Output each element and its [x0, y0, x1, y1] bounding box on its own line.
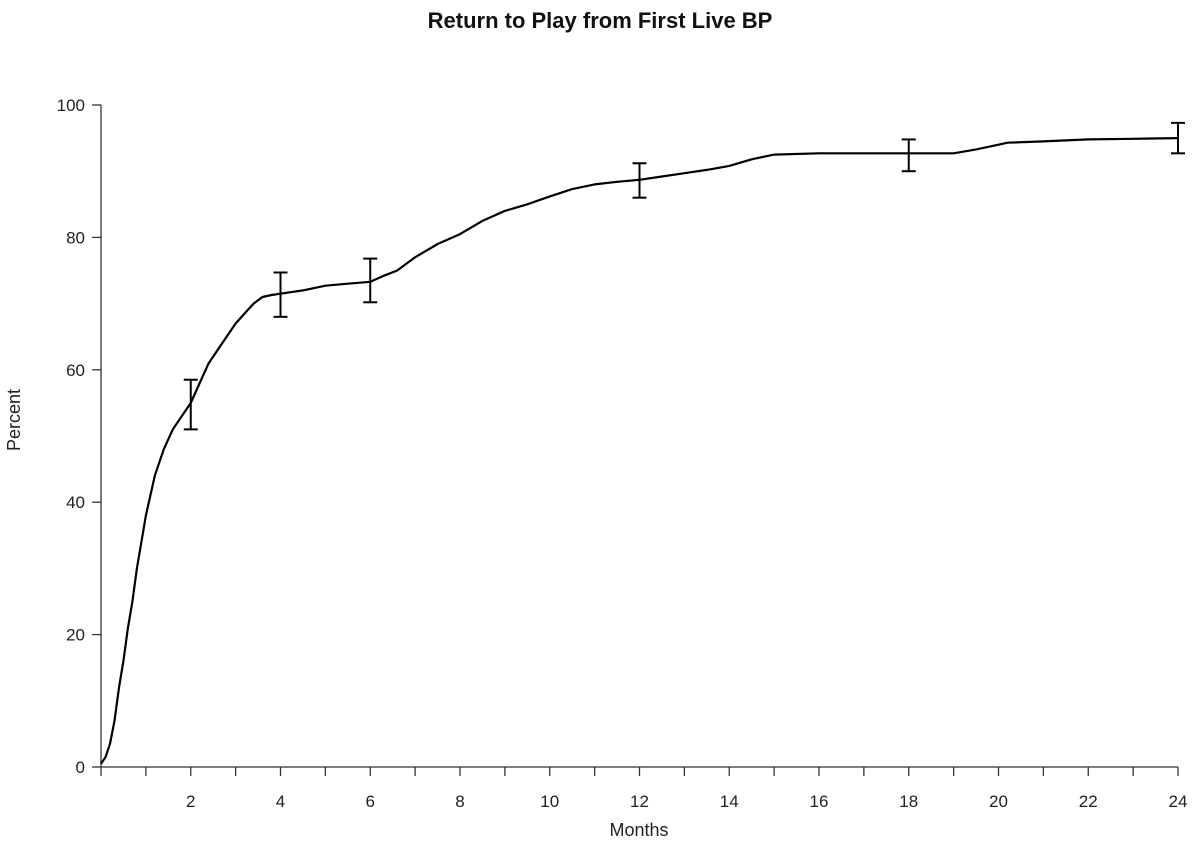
x-tick-label: 8: [455, 792, 464, 811]
series-line: [100, 137, 1179, 765]
y-tick-label: 20: [66, 626, 85, 645]
x-tick-label: 16: [810, 792, 829, 811]
y-tick-label: 100: [57, 96, 85, 115]
error-bar: [632, 162, 647, 199]
y-tick-label: 0: [76, 758, 85, 777]
x-tick-label: 12: [630, 792, 649, 811]
x-tick-label: 18: [899, 792, 918, 811]
x-tick-label: 10: [540, 792, 559, 811]
error-bar: [1171, 121, 1185, 155]
y-tick-label: 60: [66, 361, 85, 380]
error-bar: [901, 138, 916, 173]
y-tick-label: 80: [66, 228, 85, 247]
x-tick-label: 4: [276, 792, 285, 811]
x-tick-label: 22: [1079, 792, 1098, 811]
x-axis-label: Months: [609, 820, 668, 840]
error-bar: [183, 378, 198, 431]
y-tick-label: 40: [66, 493, 85, 512]
y-axis-label: Percent: [4, 389, 24, 451]
x-tick-label: 2: [186, 792, 195, 811]
x-tick-label: 6: [366, 792, 375, 811]
plot-area: [100, 121, 1185, 765]
x-tick-label: 24: [1169, 792, 1188, 811]
x-tick-label: 20: [989, 792, 1008, 811]
chart-title: Return to Play from First Live BP: [427, 8, 773, 33]
error-bar: [363, 257, 378, 304]
error-bar: [273, 271, 288, 318]
x-tick-label: 14: [720, 792, 739, 811]
